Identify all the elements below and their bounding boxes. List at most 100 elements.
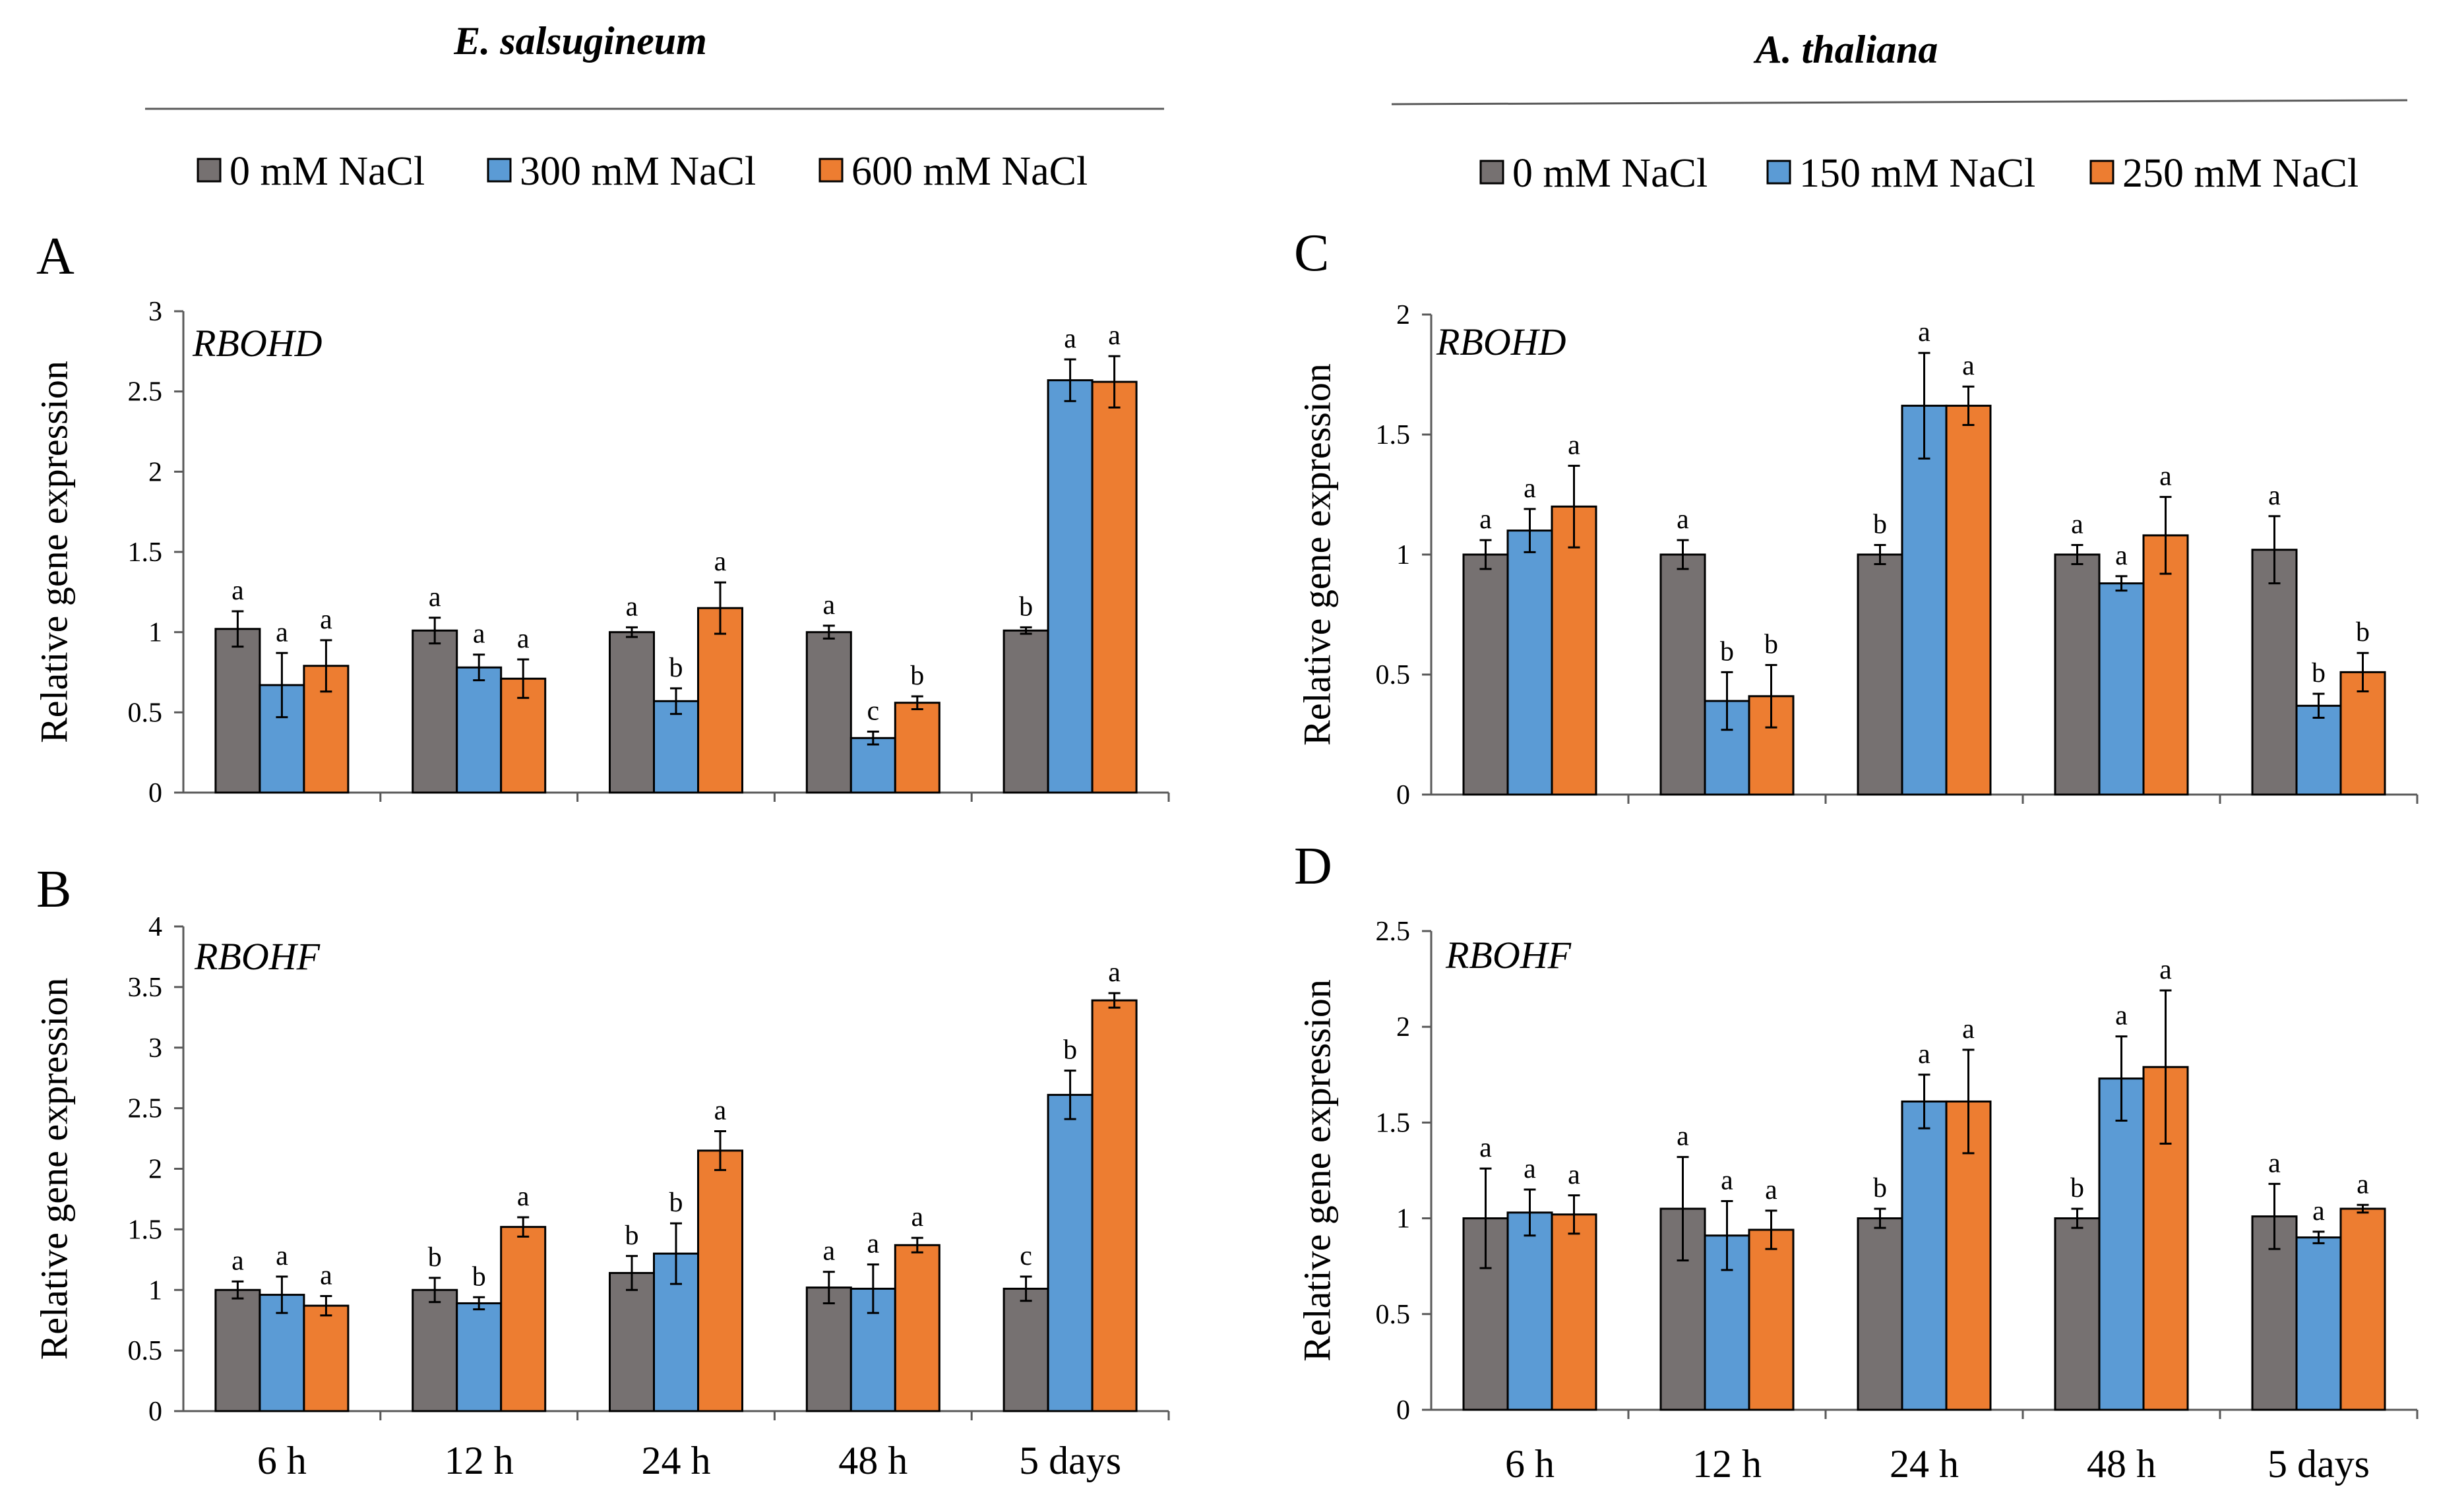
- y-tick-label: 1: [1396, 1204, 1410, 1234]
- significance-letter: b: [2312, 658, 2326, 688]
- species-title-left: E. salsugineum: [453, 19, 706, 63]
- bar: [609, 631, 655, 794]
- panel-label: A: [36, 227, 75, 286]
- species-divider-right: [1391, 99, 2408, 106]
- bar: [609, 1272, 655, 1412]
- x-tick-label: 6 h: [257, 1439, 307, 1482]
- bar: [412, 629, 458, 794]
- bar: [1047, 379, 1094, 794]
- legend-right: 0 mM NaCl 150 mM NaCl 250 mM NaCl: [1479, 151, 2359, 196]
- x-tick-label: 48 h: [2087, 1442, 2156, 1486]
- bar: [1901, 1100, 1948, 1411]
- significance-letter: a: [276, 1241, 288, 1271]
- significance-letter: b: [472, 1261, 486, 1292]
- y-tick-label: 4: [148, 912, 162, 942]
- significance-letter: a: [517, 1182, 530, 1212]
- panel-B: B RBOHF Relative gene expression 0 0.5 1 1.5 2 2…: [32, 861, 1170, 1482]
- significance-letter: a: [1479, 1133, 1492, 1163]
- bar: [2054, 553, 2101, 796]
- legend-label-right-2: 250 mM NaCl: [2122, 151, 2359, 196]
- y-tick-label: 1: [148, 618, 162, 648]
- y-tick-label: 0: [1396, 780, 1410, 810]
- legend-swatch-left-1: [487, 158, 512, 183]
- y-tick-label: 2.5: [128, 377, 163, 408]
- panel-label: D: [1294, 837, 1332, 895]
- significance-letter: a: [822, 1236, 835, 1267]
- bar: [303, 665, 350, 794]
- bar: [697, 607, 743, 794]
- panel-C: C RBOHD Relative gene expression 0 0.5 1 1.5 2 a…: [1294, 224, 2419, 810]
- significance-letter: a: [2268, 1148, 2281, 1178]
- significance-letter: a: [714, 547, 727, 577]
- significance-letter: a: [1479, 504, 1492, 535]
- legend-swatch-left-2: [818, 158, 844, 183]
- legend-label-left-0: 0 mM NaCl: [230, 149, 425, 194]
- significance-letter: b: [1720, 636, 1734, 667]
- significance-letter: b: [2070, 1173, 2084, 1203]
- significance-letter: a: [473, 619, 485, 650]
- significance-letter: b: [625, 1221, 639, 1251]
- y-tick-label: 3.5: [128, 973, 163, 1003]
- significance-letter: a: [2115, 1001, 2128, 1031]
- bar: [1901, 404, 1948, 796]
- y-tick-label: 0: [148, 778, 162, 808]
- y-tick-label: 1.5: [128, 537, 163, 568]
- bar: [2098, 582, 2145, 796]
- significance-letter: a: [2312, 1196, 2325, 1226]
- bar: [2054, 1217, 2101, 1411]
- species-title-right: A. thaliana: [1753, 28, 1938, 71]
- x-tick-label: 5 days: [1019, 1439, 1121, 1482]
- significance-letter: a: [2115, 541, 2128, 571]
- bar: [1857, 553, 1903, 796]
- legend-swatch-right-0: [1479, 160, 1504, 185]
- bar: [849, 737, 896, 794]
- bar: [1506, 529, 1553, 796]
- bar: [2295, 1236, 2342, 1411]
- bar: [456, 1302, 503, 1412]
- y-tick-label: 1: [148, 1275, 162, 1306]
- significance-letter: a: [1721, 1165, 1733, 1195]
- significance-letter: b: [910, 661, 924, 691]
- bar: [1659, 553, 1706, 796]
- bar: [894, 702, 941, 794]
- bar: [1748, 1228, 1795, 1411]
- bar: [1091, 999, 1138, 1412]
- legend-label-left-1: 300 mM NaCl: [520, 149, 756, 194]
- legend-label-left-2: 600 mM NaCl: [851, 149, 1088, 194]
- significance-letter: c: [867, 696, 879, 727]
- y-tick-label: 1.5: [128, 1215, 163, 1245]
- significance-letter: b: [1873, 509, 1887, 539]
- y-tick-label: 2: [1396, 300, 1410, 330]
- bar: [1506, 1211, 1553, 1411]
- significance-letter: a: [1568, 430, 1580, 460]
- significance-letter: a: [2268, 481, 2281, 511]
- bar: [214, 1288, 261, 1412]
- significance-letter: a: [1064, 324, 1076, 354]
- significance-letter: a: [2159, 462, 2172, 492]
- significance-letter: a: [1108, 320, 1121, 351]
- significance-letter: a: [822, 590, 835, 620]
- significance-letter: a: [517, 624, 530, 654]
- bar: [303, 1304, 350, 1412]
- significance-letter: a: [231, 1246, 244, 1276]
- bar: [1047, 1093, 1094, 1412]
- bar: [805, 1286, 852, 1412]
- significance-letter: b: [2356, 617, 2370, 648]
- significance-letter: a: [2357, 1169, 2369, 1199]
- significance-letter: b: [669, 1188, 683, 1218]
- panel-D: D RBOHF Relative gene expression 0 0.5 1 1.5 2 2…: [1294, 837, 2419, 1486]
- bar: [2339, 1207, 2386, 1411]
- y-tick-label: 2: [148, 457, 162, 487]
- x-tick-label: 5 days: [2267, 1442, 2370, 1486]
- y-tick-label: 1.5: [1376, 1108, 1411, 1138]
- bar: [1003, 629, 1049, 794]
- significance-letter: a: [714, 1096, 727, 1126]
- bar: [214, 628, 261, 794]
- y-axis-label: Relative gene expression: [1295, 979, 1338, 1362]
- significance-letter: a: [276, 617, 288, 648]
- significance-letter: a: [1962, 1014, 1975, 1044]
- significance-letter: a: [1918, 1039, 1930, 1070]
- significance-letter: b: [1764, 629, 1778, 659]
- bar: [1857, 1217, 1903, 1411]
- x-tick-label: 12 h: [445, 1439, 514, 1482]
